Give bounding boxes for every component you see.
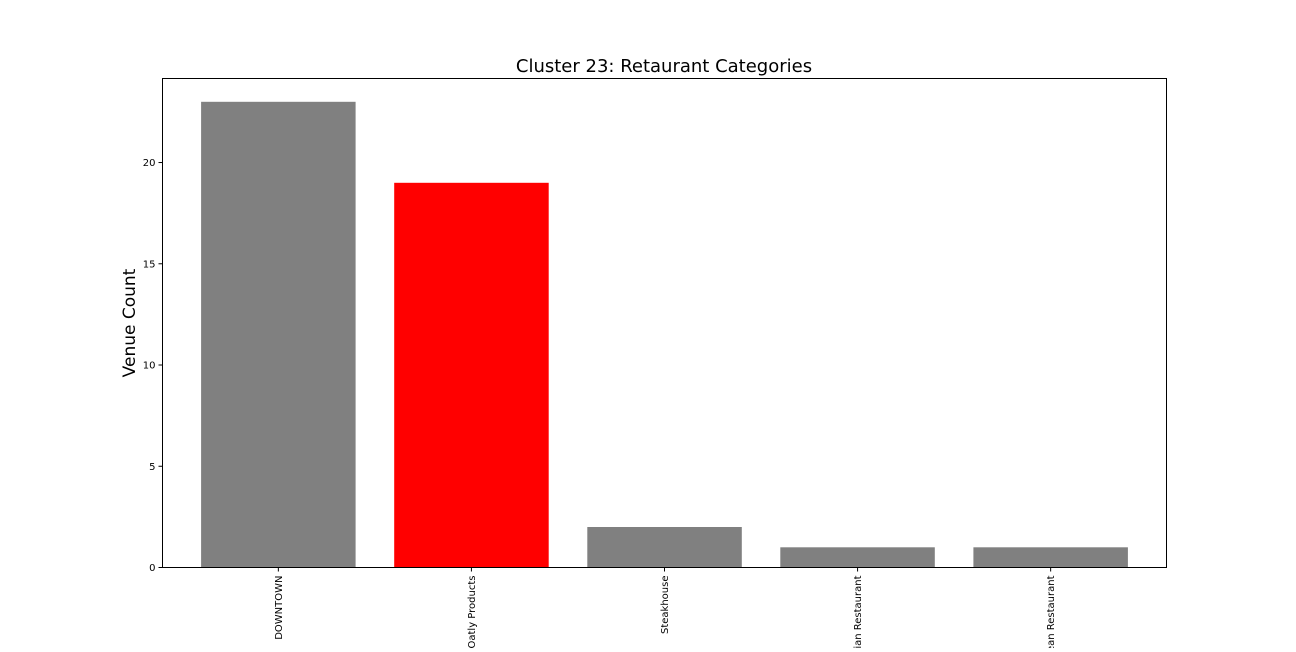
x-ticks-group: DOWNTOWN Oatly Products Steakhouse ian Rest… — [274, 567, 1057, 652]
plot-frame — [162, 78, 1167, 568]
x-tick-label-0: DOWNTOWN — [274, 576, 285, 640]
chart-title: Cluster 23: Retaurant Categories — [516, 56, 812, 77]
y-tick-label-1: 5 — [149, 462, 155, 473]
bar-1 — [394, 182, 549, 568]
bar-3 — [780, 547, 935, 568]
bar-0 — [201, 101, 356, 568]
x-tick-label-4: ean Restaurant — [1046, 575, 1057, 648]
y-ticks-group: 0 5 10 15 20 — [143, 158, 163, 574]
y-tick-label-3: 15 — [143, 259, 156, 270]
x-tick-label-2: Steakhouse — [660, 576, 671, 635]
bars-group — [201, 101, 1128, 568]
y-axis-label: Venue Count — [120, 268, 140, 377]
y-tick-label-0: 0 — [149, 563, 155, 574]
bar-4 — [973, 547, 1128, 568]
x-tick-label-3: ian Restaurant — [853, 575, 864, 648]
x-tick-label-1: Oatly Products — [467, 576, 478, 649]
y-tick-label-4: 20 — [143, 158, 156, 169]
y-tick-label-2: 10 — [143, 361, 156, 372]
bar-2 — [587, 527, 742, 568]
